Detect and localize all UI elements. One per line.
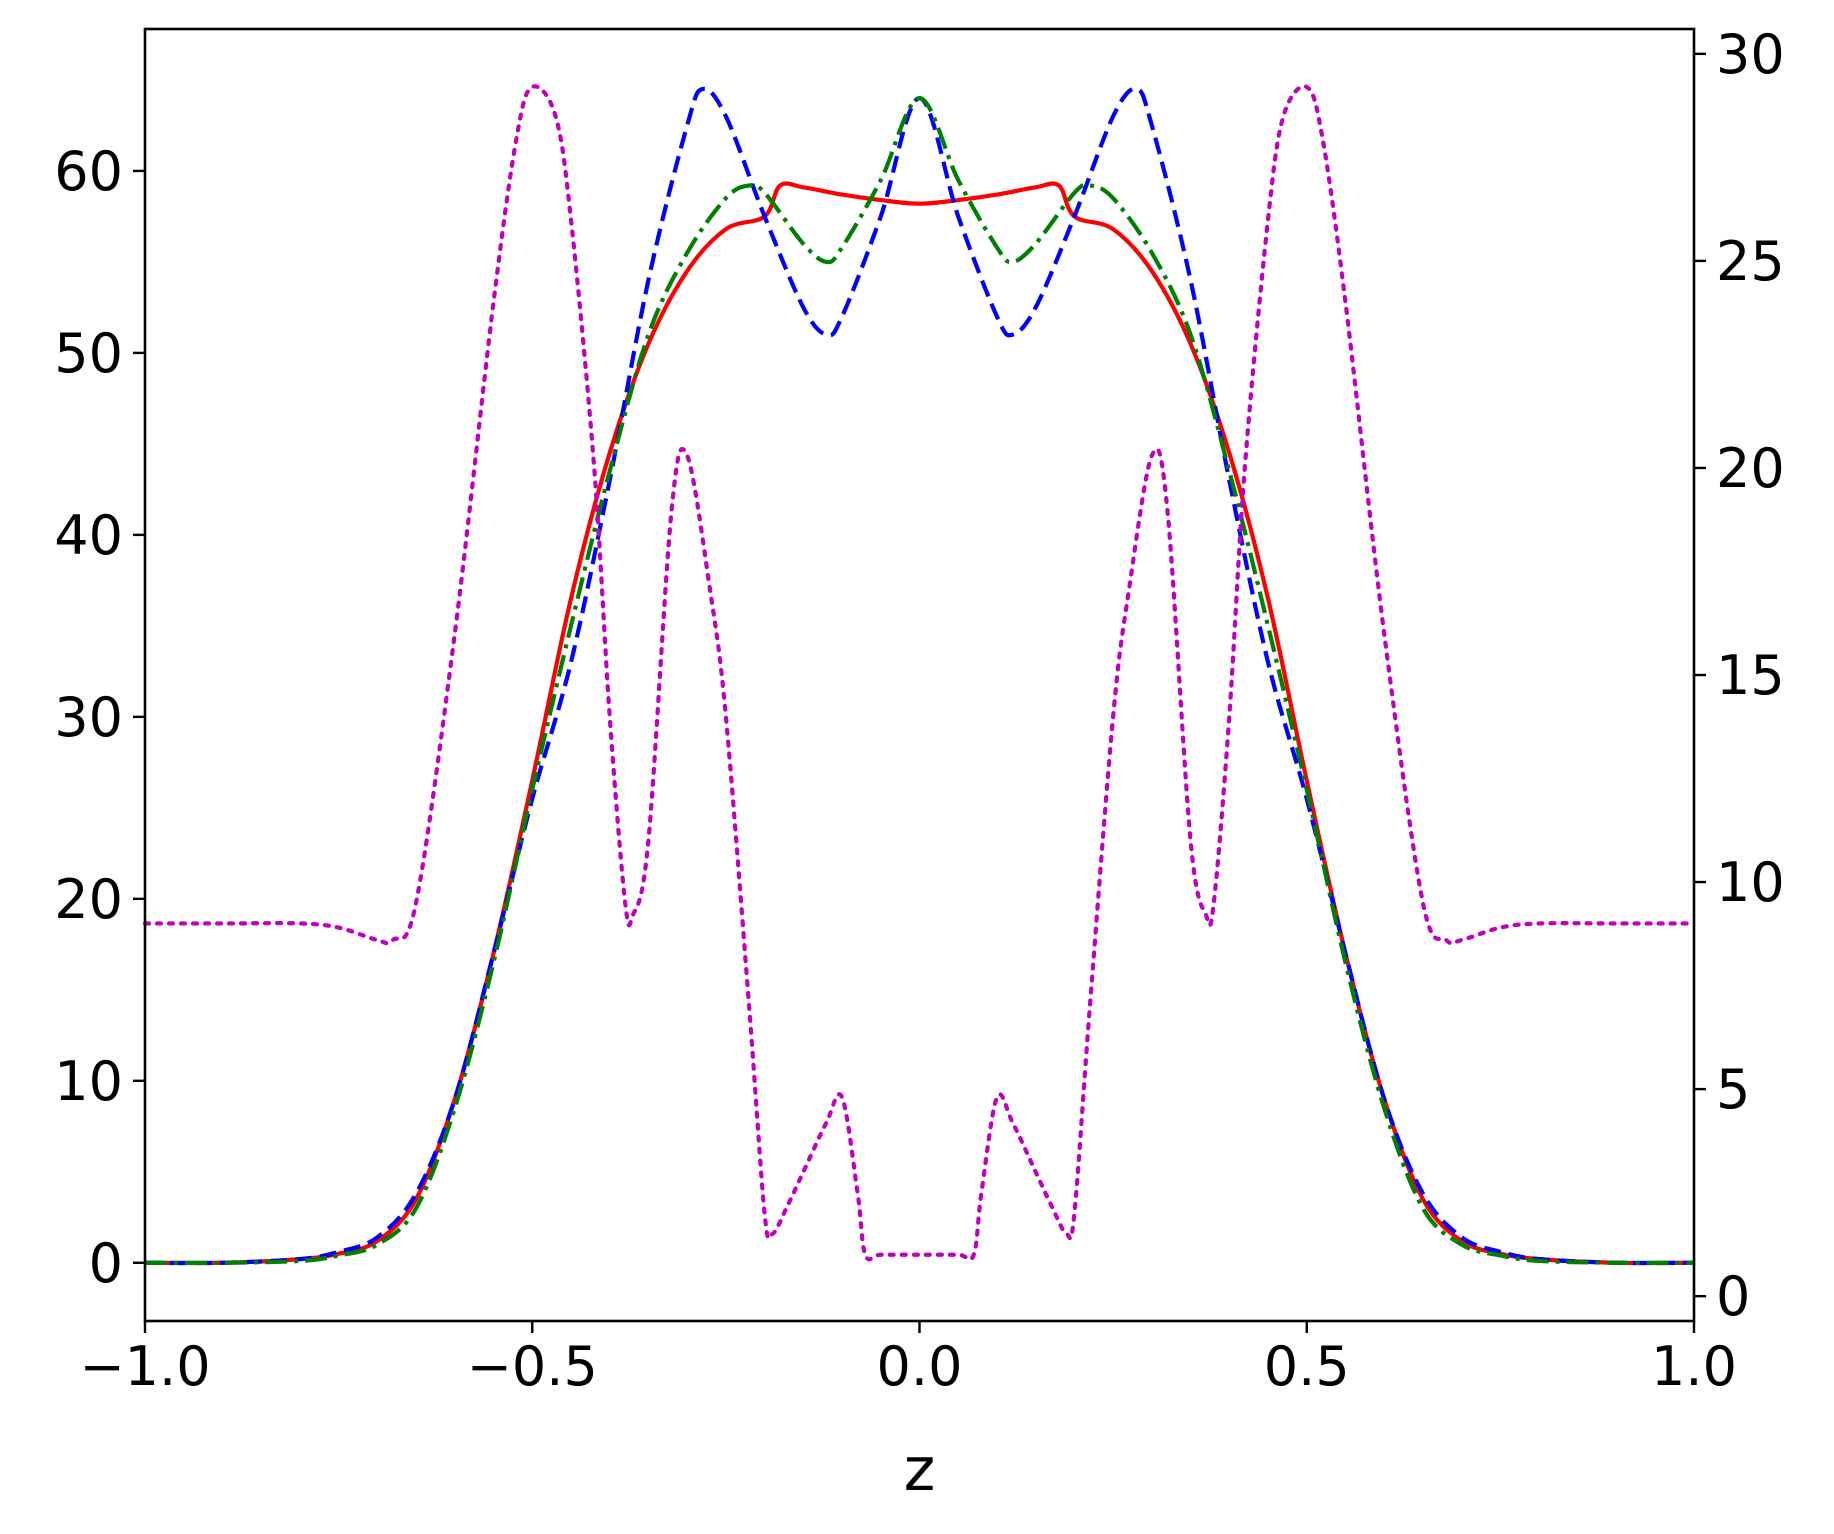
y2-tick-label: 25 (1716, 230, 1785, 293)
x-tick-label: 1.0 (1651, 1335, 1737, 1398)
y2-tick-label: 5 (1716, 1058, 1750, 1121)
series-line-3 (144, 96, 1695, 1266)
y2-tick-label: 10 (1716, 851, 1785, 914)
y-tick-label: 30 (54, 686, 123, 749)
y-axis-right: 0 5 10 15 20 25 30 (1694, 23, 1785, 1328)
y2-tick-label: 20 (1716, 437, 1785, 500)
y2-tick-label: 30 (1716, 23, 1785, 86)
y-tick-label: 50 (54, 322, 123, 385)
x-tick-label: −1.0 (79, 1335, 210, 1398)
x-axis: −1.0 −0.5 0.0 0.5 1.0 (79, 1321, 1737, 1398)
y-tick-label: 20 (54, 868, 123, 931)
x-tick-label: −0.5 (467, 1335, 598, 1398)
y2-tick-label: 0 (1716, 1265, 1750, 1328)
x-axis-label: z (904, 1435, 936, 1505)
y-tick-label: 0 (89, 1232, 123, 1295)
y-tick-label: 40 (54, 504, 123, 567)
y2-tick-label: 15 (1716, 644, 1785, 707)
x-tick-label: 0.0 (877, 1335, 963, 1398)
x-tick-label: 0.5 (1264, 1335, 1350, 1398)
y-tick-label: 10 (54, 1050, 123, 1113)
y-tick-label: 60 (54, 140, 123, 203)
series-layer (142, 84, 1697, 1266)
series-line-4 (142, 84, 1697, 1262)
y-axis-left: 0 10 20 30 40 50 60 (54, 140, 145, 1295)
